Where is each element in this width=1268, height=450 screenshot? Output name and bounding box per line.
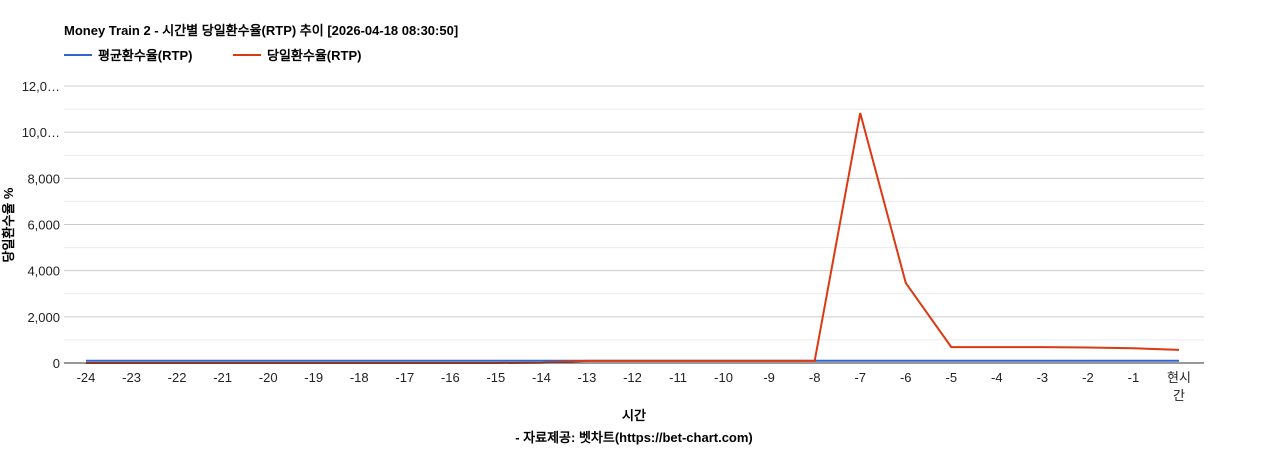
x-tick-label: -23 — [122, 370, 141, 385]
y-tick-label: 4,000 — [27, 264, 60, 279]
series-lines — [64, 110, 1204, 364]
y-axis-label: 당일환수율 % — [1, 187, 16, 262]
y-axis-ticks: 0 2,000 4,000 6,000 8,000 10,0… 12,0… — [22, 79, 60, 371]
x-tick-label: -11 — [669, 370, 687, 385]
x-tick-label: -6 — [900, 370, 912, 385]
x-tick-label: -8 — [809, 370, 821, 385]
y-tick-label: 6,000 — [27, 218, 60, 233]
x-tick-label: -18 — [350, 370, 369, 385]
x-tick-label: -7 — [854, 370, 866, 385]
x-tick-label: -5 — [946, 370, 958, 385]
legend-item-avg[interactable]: 평균환수율(RTP) — [64, 48, 192, 63]
legend-label-avg: 평균환수율(RTP) — [98, 48, 192, 63]
x-axis-source: - 자료제공: 벳차트(https://bet-chart.com) — [515, 430, 753, 445]
x-tick-label: -20 — [259, 370, 278, 385]
data-point[interactable] — [948, 344, 954, 350]
x-axis-ticks: -24 -23 -22 -21 -20 -19 -18 -17 -16 -15 -14 -13 -12 -… — [77, 370, 1191, 403]
legend-label-daily: 당일환수율(RTP) — [267, 48, 361, 63]
x-tick-label: -10 — [714, 370, 733, 385]
chart-title: Money Train 2 - 시간별 당일환수율(RTP) 추이 [2026-… — [64, 23, 458, 38]
y-tick-label: 10,0… — [22, 125, 60, 140]
data-point[interactable] — [1039, 344, 1045, 350]
x-tick-label: -1 — [1128, 370, 1140, 385]
y-tick-label: 8,000 — [27, 171, 60, 186]
data-point[interactable] — [903, 280, 909, 286]
series-line-1 — [86, 112, 1180, 364]
x-tick-label: -24 — [77, 370, 96, 385]
x-tick-label: -2 — [1082, 370, 1094, 385]
x-tick-label: -21 — [213, 370, 232, 385]
x-axis-label: 시간 — [622, 408, 646, 423]
x-tick-label: -19 — [304, 370, 323, 385]
x-tick-label: -3 — [1037, 370, 1049, 385]
x-tick-label: -15 — [486, 370, 505, 385]
x-tick-label: -17 — [395, 370, 414, 385]
y-tick-label: 12,0… — [22, 79, 60, 94]
legend: 평균환수율(RTP) 당일환수율(RTP) — [64, 48, 361, 63]
x-tick-label: -12 — [623, 370, 642, 385]
data-point[interactable] — [994, 344, 1000, 350]
x-tick-label: -22 — [168, 370, 187, 385]
y-tick-label: 2,000 — [27, 310, 60, 325]
x-tick-label: -4 — [991, 370, 1003, 385]
x-tick-label: -9 — [763, 370, 775, 385]
gridlines — [64, 85, 1204, 341]
x-tick-label: -13 — [578, 370, 597, 385]
data-point[interactable] — [1130, 345, 1136, 351]
x-tick-label: -16 — [441, 370, 460, 385]
x-tick-label: 현시 간 — [1167, 370, 1191, 403]
data-point[interactable] — [1176, 347, 1182, 353]
x-tick-label: -14 — [532, 370, 551, 385]
data-point[interactable] — [1085, 345, 1091, 351]
data-point[interactable] — [857, 110, 863, 116]
y-tick-label: 0 — [53, 356, 60, 371]
legend-item-daily[interactable]: 당일환수율(RTP) — [233, 48, 361, 63]
